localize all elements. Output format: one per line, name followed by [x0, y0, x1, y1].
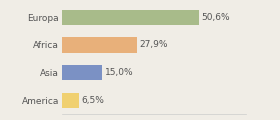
Text: 6,5%: 6,5% [81, 96, 104, 105]
Text: 50,6%: 50,6% [201, 13, 230, 22]
Bar [62, 65, 102, 80]
Text: 15,0%: 15,0% [104, 68, 133, 77]
Bar [62, 37, 137, 53]
Bar [62, 10, 199, 25]
Text: 27,9%: 27,9% [140, 41, 168, 49]
Bar [62, 93, 79, 108]
